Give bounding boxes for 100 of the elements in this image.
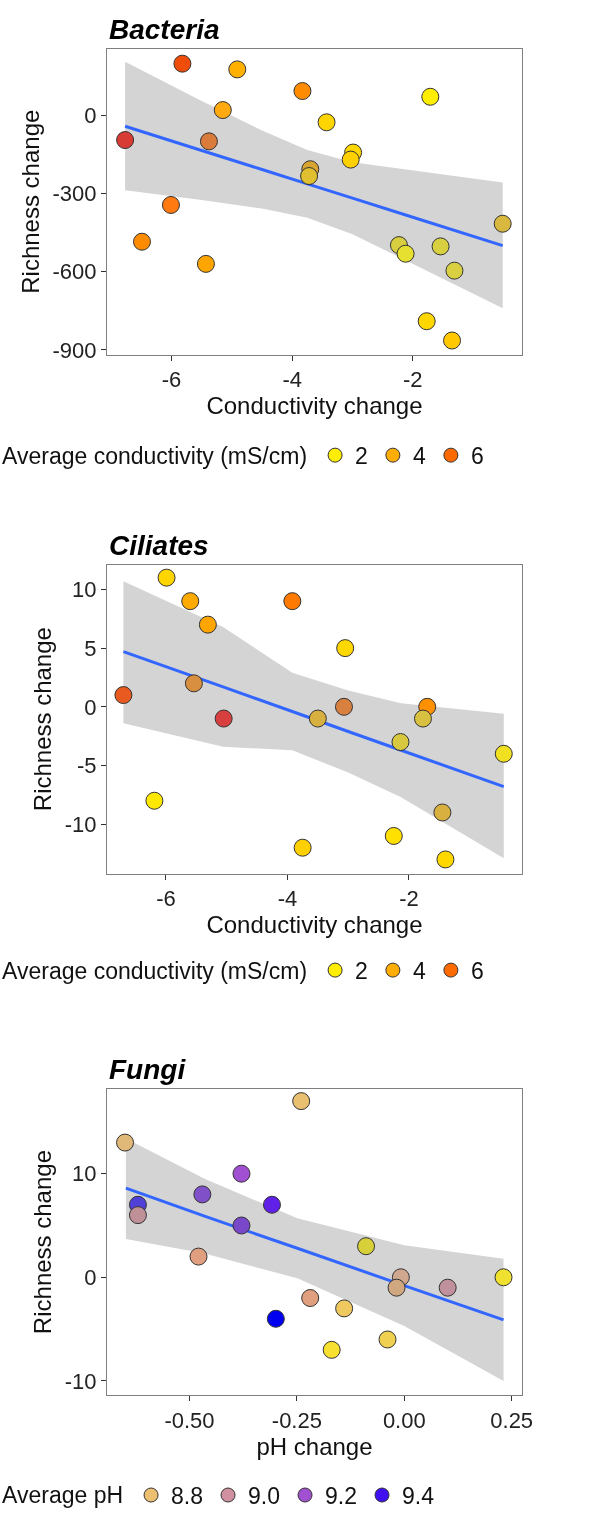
- y-tick-label: -300: [52, 181, 97, 207]
- point: [436, 850, 455, 869]
- point: [431, 237, 450, 256]
- point: [421, 87, 440, 106]
- point: [493, 214, 512, 233]
- point: [378, 1330, 397, 1349]
- legend-label: 2: [355, 443, 368, 470]
- point: [198, 615, 217, 634]
- y-tick-label: -5: [77, 753, 97, 779]
- y-tick-label: -600: [52, 259, 97, 285]
- point: [413, 709, 432, 728]
- y-tick-label: 0: [84, 1265, 97, 1291]
- x-tick-label: -0.25: [271, 1407, 322, 1433]
- point: [301, 1289, 320, 1308]
- point: [128, 1206, 147, 1225]
- line-series: [123, 124, 505, 248]
- x-tick-label: -2: [403, 366, 423, 392]
- point: [335, 1299, 354, 1318]
- line-series: [124, 1186, 506, 1322]
- point: [232, 1164, 251, 1183]
- point: [384, 826, 403, 845]
- point: [292, 1092, 311, 1111]
- line-series: [121, 650, 506, 789]
- point: [300, 167, 319, 186]
- y-axis-title: Richness change: [16, 109, 44, 294]
- point: [173, 54, 192, 73]
- point: [116, 131, 135, 150]
- x-axis-title: Conductivity change: [206, 910, 423, 938]
- point: [133, 232, 151, 251]
- x-axis-title: Conductivity change: [206, 391, 423, 419]
- legend-title: Average conductivity (mS/cm): [2, 442, 308, 469]
- x-tick-label: -4: [277, 885, 298, 911]
- x-tick-label: 0.25: [490, 1407, 534, 1433]
- x-tick-label: 0.00: [382, 1407, 426, 1433]
- y-tick-label: 10: [72, 577, 97, 603]
- point: [433, 803, 452, 822]
- point: [184, 674, 203, 693]
- point: [443, 331, 462, 350]
- point: [214, 709, 233, 728]
- point: [396, 244, 415, 263]
- y-tick-label: 10: [72, 1161, 97, 1187]
- point: [196, 254, 215, 273]
- x-axis-title: pH change: [256, 1432, 373, 1460]
- point: [232, 1216, 251, 1235]
- y-tick-label: 0: [84, 102, 97, 128]
- point: [193, 1185, 212, 1204]
- chart-title: Bacteria: [109, 14, 220, 45]
- point: [145, 791, 164, 810]
- point: [391, 733, 410, 752]
- point: [322, 1340, 341, 1359]
- y-tick-label: -10: [64, 811, 97, 837]
- x-tick-label: -6: [161, 366, 182, 392]
- point: [417, 312, 436, 331]
- y-tick-label: -900: [52, 337, 97, 363]
- point: [308, 709, 327, 728]
- legend-label: 2: [355, 958, 368, 985]
- legend-label: 9.2: [325, 1482, 357, 1509]
- legend-label: 4: [412, 443, 426, 470]
- y-tick-label: 0: [84, 694, 97, 720]
- chart-title: Fungi: [109, 1054, 187, 1085]
- x-tick-label: -4: [282, 366, 302, 392]
- point: [157, 568, 176, 587]
- y-axis-title: Richness change: [28, 1150, 56, 1335]
- x-tick-label: -0.50: [164, 1407, 215, 1433]
- point: [341, 150, 360, 169]
- point: [161, 195, 180, 214]
- legend-title: Average pH: [2, 1482, 124, 1509]
- point: [438, 1278, 457, 1297]
- legend-label: 8.8: [171, 1482, 204, 1509]
- point: [213, 101, 232, 120]
- point: [228, 60, 247, 79]
- point: [293, 82, 312, 101]
- point: [116, 1133, 135, 1152]
- legend-label: 6: [470, 443, 484, 470]
- point: [317, 113, 336, 132]
- point: [357, 1237, 376, 1256]
- legend-label: 9.0: [248, 1482, 281, 1509]
- point: [334, 697, 353, 716]
- point: [494, 1268, 513, 1287]
- y-axis-title: Richness change: [28, 627, 56, 812]
- legend-label: 9.4: [402, 1482, 435, 1509]
- point: [114, 686, 133, 705]
- point: [336, 639, 355, 658]
- point: [262, 1195, 281, 1214]
- point: [189, 1247, 208, 1266]
- point: [283, 592, 302, 611]
- point: [266, 1309, 285, 1328]
- x-tick-label: -2: [399, 885, 419, 911]
- chart-title: Ciliates: [109, 530, 209, 561]
- point: [181, 592, 200, 611]
- point: [445, 261, 464, 280]
- legend-label: 6: [470, 958, 484, 985]
- legend-title: Average conductivity (mS/cm): [2, 957, 308, 984]
- y-tick-label: 5: [84, 635, 97, 661]
- legend-label: 4: [412, 958, 426, 985]
- point: [387, 1278, 406, 1297]
- point: [199, 132, 218, 151]
- x-tick-label: -6: [156, 885, 176, 911]
- y-tick-label: -10: [64, 1368, 97, 1394]
- point: [494, 744, 513, 763]
